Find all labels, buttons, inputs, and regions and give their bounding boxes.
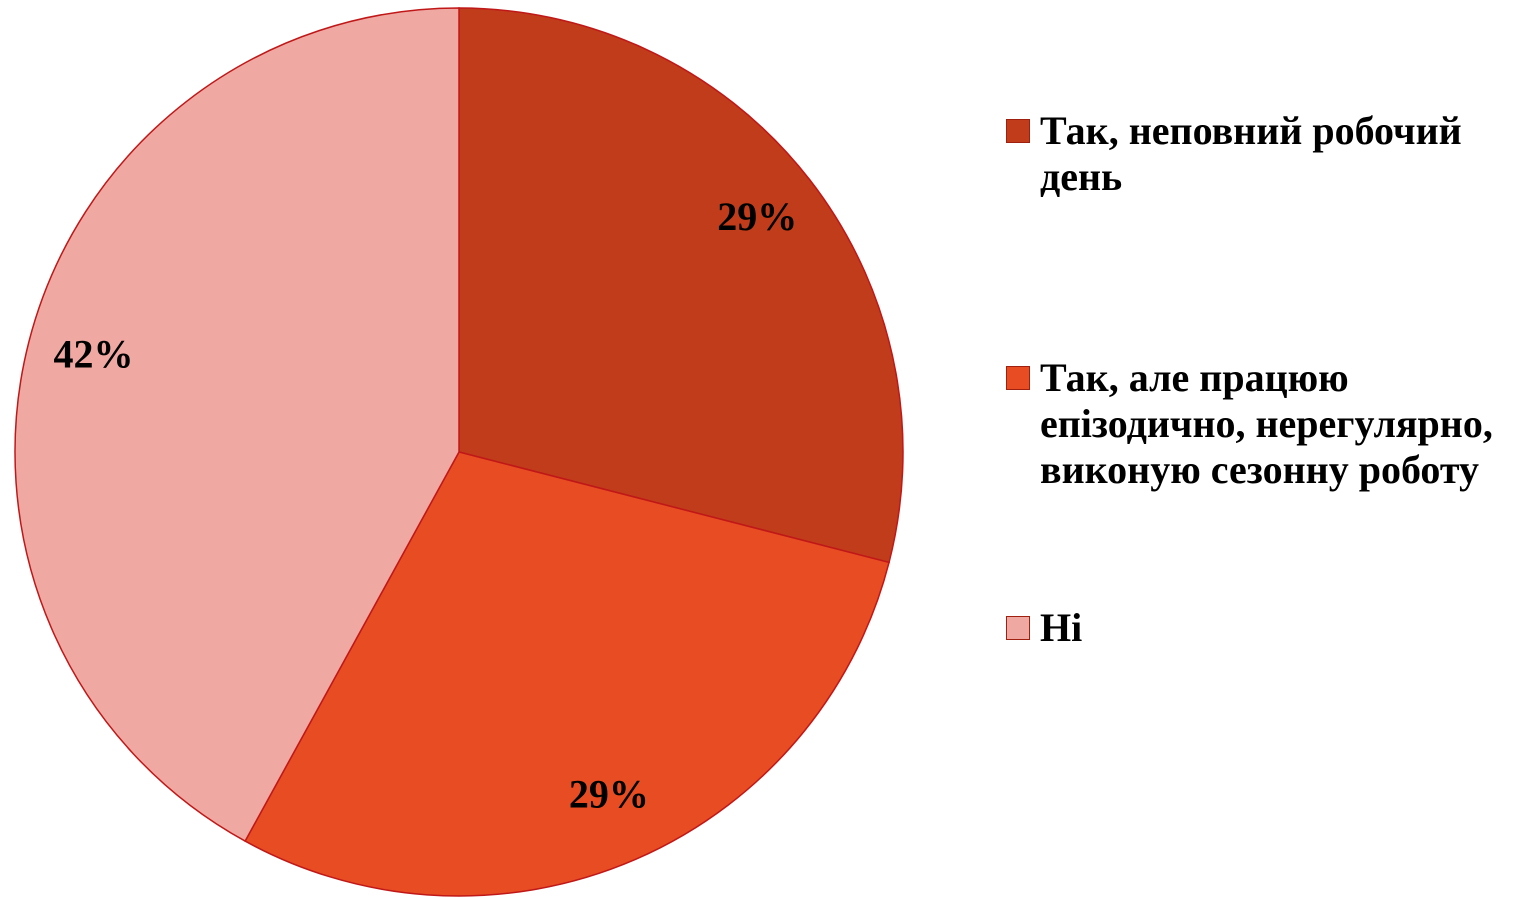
legend-label: Так, але працюю епізодично, нерегулярно,… <box>1040 355 1493 492</box>
legend-item: Так, неповний робочий день <box>1006 108 1526 200</box>
data-label: 42% <box>53 331 133 376</box>
legend-swatch <box>1006 119 1030 143</box>
legend-swatch <box>1006 616 1030 640</box>
data-label: 29% <box>717 194 797 239</box>
pie-slice <box>458 7 904 564</box>
pie-slice <box>244 451 890 897</box>
legend-label: Ні <box>1040 605 1083 650</box>
pie-slice <box>14 7 460 843</box>
data-label: 29% <box>569 772 649 817</box>
legend-item: Так, але працюю епізодично, нерегулярно,… <box>1006 355 1526 493</box>
legend-swatch <box>1006 366 1030 390</box>
legend-item: Ні <box>1006 605 1526 651</box>
pie-area: 29% 29% 42% <box>14 7 904 897</box>
legend-label: Так, неповний робочий день <box>1040 108 1462 199</box>
